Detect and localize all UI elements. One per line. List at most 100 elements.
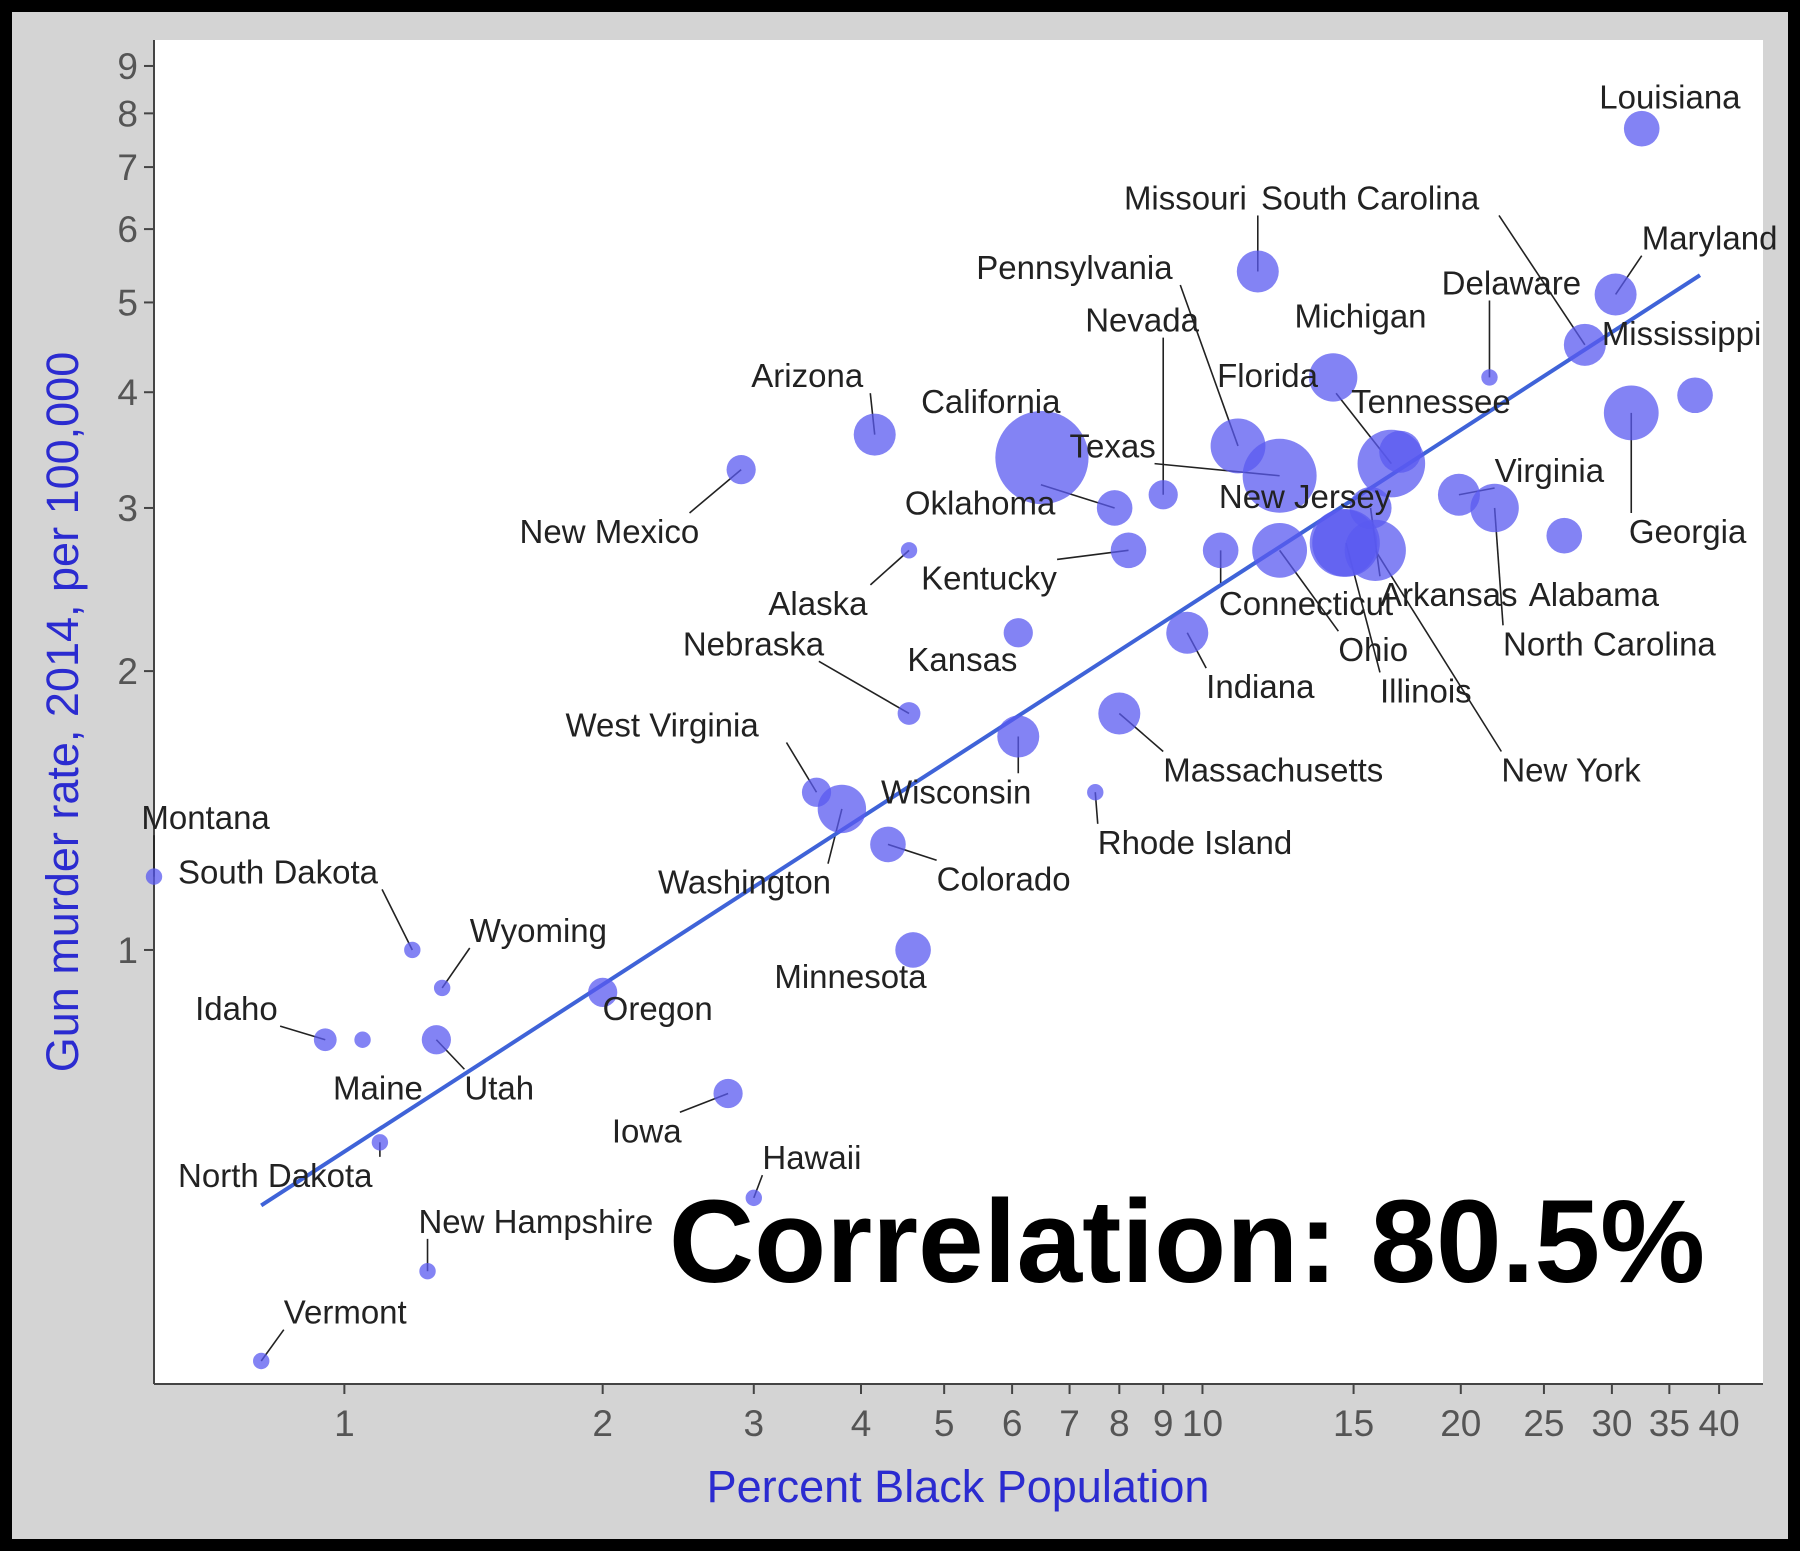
x-ticks: 1 2 3 4 5 6 7 8 9 10 15 20 25 30 35 40 — [334, 1384, 1740, 1444]
state-label: Maine — [333, 1069, 423, 1106]
data-point — [1148, 480, 1178, 510]
x-tick-label: 35 — [1649, 1403, 1690, 1444]
data-point — [354, 1031, 371, 1048]
state-label: Massachusetts — [1163, 752, 1383, 789]
leader-line — [869, 549, 910, 586]
state-label: Alabama — [1529, 576, 1660, 613]
data-point — [1096, 490, 1133, 526]
data-point — [371, 1134, 389, 1151]
y-tick-label: 9 — [117, 46, 138, 87]
data-point — [1003, 618, 1033, 648]
x-tick-label: 7 — [1059, 1403, 1080, 1444]
leader-line — [381, 889, 414, 951]
data-point — [745, 1189, 762, 1207]
state-label: Virginia — [1495, 452, 1605, 489]
state-label: Alaska — [768, 585, 868, 622]
y-tick-label: 5 — [117, 282, 138, 323]
state-labels: Louisiana Missouri South Carolina Maryland D… — [141, 78, 1777, 1330]
state-label: Oklahoma — [905, 485, 1056, 522]
state-label: South Carolina — [1261, 179, 1480, 216]
y-tick-label: 2 — [117, 651, 138, 692]
state-label: Louisiana — [1599, 78, 1741, 115]
y-tick-label: 8 — [117, 93, 138, 134]
data-point — [404, 941, 421, 959]
state-label: New York — [1501, 752, 1641, 789]
x-tick-label: 40 — [1699, 1403, 1740, 1444]
state-label: Michigan — [1294, 297, 1426, 334]
state-label: Oregon — [603, 990, 713, 1027]
y-tick-label: 7 — [117, 147, 138, 188]
data-point — [419, 1263, 436, 1280]
x-axis-title: Percent Black Population — [707, 1461, 1210, 1512]
data-point — [1437, 473, 1480, 516]
state-label: Wyoming — [470, 912, 607, 949]
data-point — [1308, 353, 1358, 402]
state-label: Arkansas — [1380, 576, 1518, 613]
data-point — [1603, 385, 1659, 441]
x-tick-label: 5 — [934, 1403, 955, 1444]
state-label: Ohio — [1338, 631, 1408, 668]
state-label: Hawaii — [762, 1139, 861, 1176]
data-point — [1349, 486, 1392, 529]
state-label: North Carolina — [1503, 625, 1716, 662]
data-point — [726, 455, 756, 485]
data-point — [1481, 369, 1498, 386]
y-tick-label: 6 — [117, 209, 138, 250]
state-label: Georgia — [1629, 513, 1747, 550]
state-label: Maryland — [1642, 220, 1778, 257]
state-label: Missouri — [1124, 179, 1247, 216]
data-point — [1563, 323, 1606, 366]
data-point — [900, 542, 918, 559]
state-label: Nevada — [1085, 302, 1199, 339]
data-point — [895, 932, 931, 968]
plot-area — [154, 40, 1763, 1384]
state-label: Minnesota — [774, 958, 927, 995]
data-point — [1166, 611, 1209, 654]
data-points — [145, 110, 1713, 1370]
data-point — [1623, 110, 1660, 147]
state-label: New Hampshire — [418, 1203, 653, 1240]
data-point — [1098, 692, 1141, 735]
data-point — [801, 777, 832, 807]
state-label: Washington — [658, 864, 831, 901]
x-tick-label: 4 — [851, 1403, 872, 1444]
state-label: Colorado — [937, 860, 1071, 897]
state-label: Iowa — [612, 1112, 682, 1149]
data-point — [1087, 784, 1104, 801]
state-label: Tennessee — [1351, 383, 1511, 420]
state-label: Vermont — [284, 1294, 407, 1331]
data-point — [1344, 519, 1406, 581]
data-point — [1379, 430, 1422, 473]
leader-line — [818, 660, 910, 715]
data-point — [433, 979, 451, 997]
data-point — [995, 411, 1089, 505]
state-label: Illinois — [1380, 672, 1472, 709]
trend-line — [260, 273, 1702, 1208]
state-label: California — [921, 383, 1061, 420]
data-point — [1210, 418, 1266, 474]
state-label: Florida — [1217, 357, 1319, 394]
data-point — [1252, 522, 1308, 578]
y-tick-label: 3 — [117, 488, 138, 529]
leader-line — [1374, 549, 1503, 752]
y-axis-title: Gun murder rate, 2014, per 100,000 — [37, 352, 88, 1072]
state-label: South Dakota — [178, 853, 379, 890]
state-label: Connecticut — [1219, 585, 1393, 622]
data-point — [1236, 250, 1279, 293]
state-label: Montana — [141, 799, 270, 836]
x-tick-label: 9 — [1153, 1403, 1174, 1444]
x-tick-label: 20 — [1440, 1403, 1481, 1444]
state-label: Kentucky — [921, 559, 1057, 596]
state-label: Kansas — [907, 641, 1017, 678]
state-label: Idaho — [195, 990, 278, 1027]
x-tick-label: 3 — [744, 1403, 765, 1444]
state-label: North Dakota — [178, 1157, 373, 1194]
data-point — [1546, 517, 1583, 554]
y-tick-label: 1 — [117, 930, 138, 971]
data-point — [1110, 532, 1147, 569]
x-tick-label: 30 — [1591, 1403, 1632, 1444]
x-tick-label: 1 — [334, 1403, 355, 1444]
data-point — [1202, 532, 1239, 569]
